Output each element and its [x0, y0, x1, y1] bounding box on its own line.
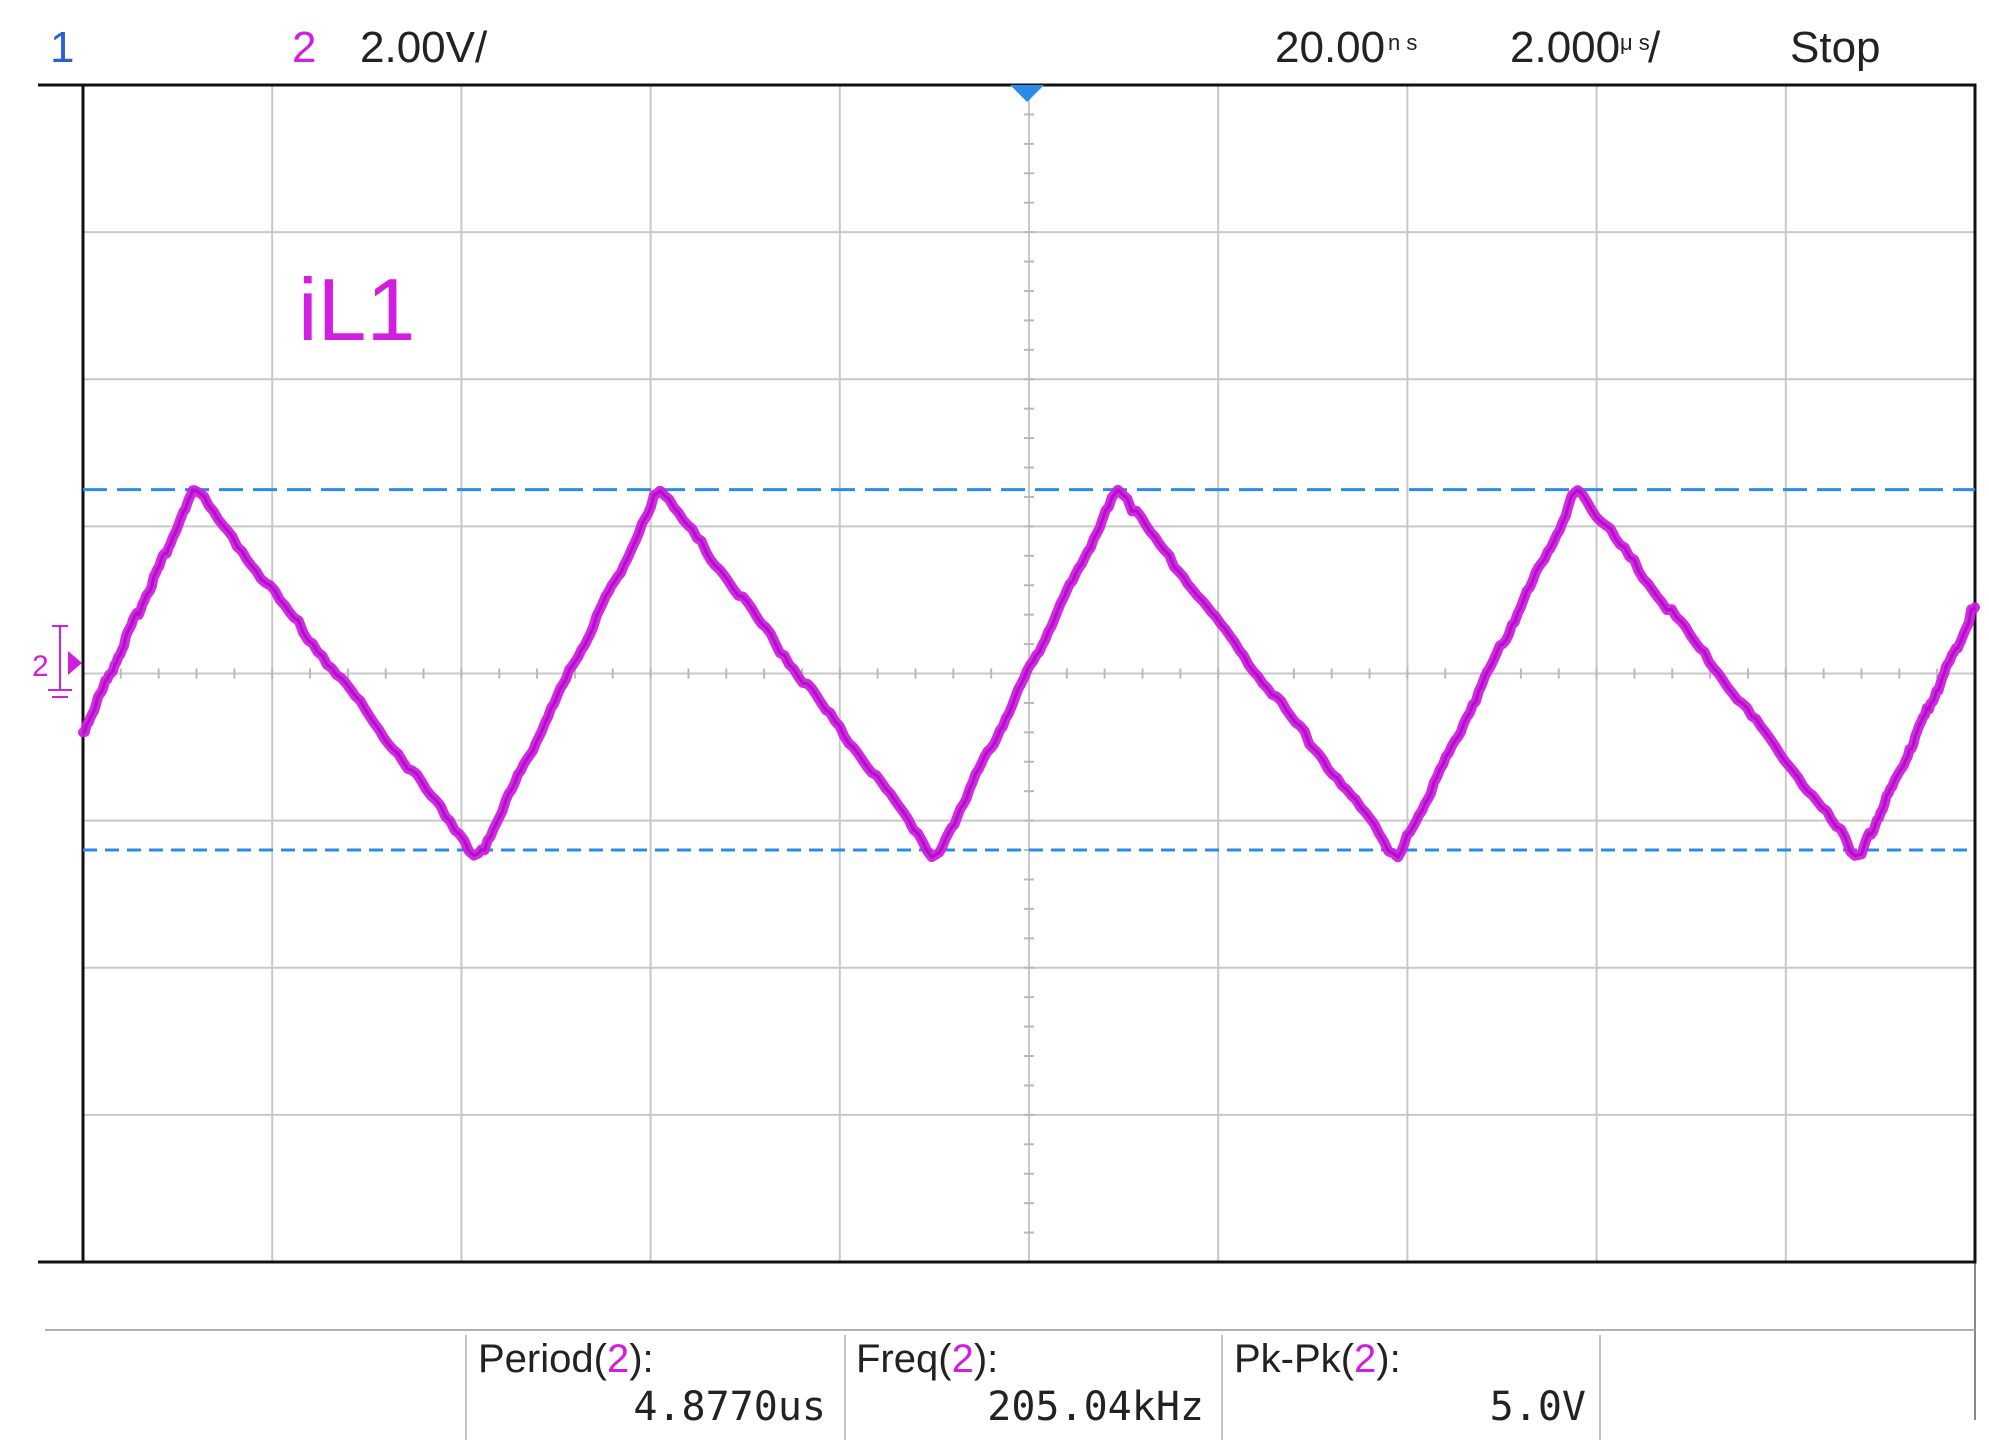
time-scale[interactable]: 2.000	[1510, 23, 1620, 72]
close-paren: ):	[974, 1337, 998, 1381]
measurement-name: Period	[478, 1337, 594, 1381]
time-scale-unit: μ s	[1620, 30, 1650, 55]
channel-2-scale[interactable]: 2.00V/	[360, 23, 488, 72]
measurement-source: 2	[1354, 1337, 1376, 1381]
trace-label: iL1	[298, 260, 415, 359]
measurement-period[interactable]: Period(2): 4.8770us	[478, 1337, 826, 1430]
svg-text:Period(2):: Period(2):	[478, 1337, 654, 1381]
channel-2-ground-marker[interactable]: 2	[32, 625, 82, 698]
measurement-panel: Period(2): 4.8770us Freq(2): 205.04kHz P…	[45, 1329, 1975, 1440]
measurement-source: 2	[607, 1337, 629, 1381]
ground-marker-number: 2	[32, 650, 49, 683]
channel-1-label[interactable]: 1	[50, 23, 74, 72]
measurement-name: Freq	[856, 1337, 938, 1381]
trigger-position-marker[interactable]	[1010, 85, 1045, 102]
time-offset[interactable]: 20.00	[1275, 23, 1385, 72]
svg-text:Pk-Pk(2):: Pk-Pk(2):	[1234, 1337, 1401, 1381]
run-state[interactable]: Stop	[1790, 23, 1881, 72]
channel-2-label[interactable]: 2	[292, 23, 316, 72]
measurement-value: 4.8770us	[633, 1384, 826, 1430]
time-scale-suffix: /	[1648, 23, 1661, 72]
close-paren: ):	[629, 1337, 653, 1381]
measurement-source: 2	[952, 1337, 974, 1381]
measurement-value: 5.0V	[1490, 1384, 1586, 1430]
channel-2-waveform-core	[82, 488, 1977, 859]
measurement-value: 205.04kHz	[987, 1384, 1204, 1430]
svg-text:Freq(2):: Freq(2):	[856, 1337, 998, 1381]
measurement-pk-pk[interactable]: Pk-Pk(2): 5.0V	[1234, 1337, 1586, 1430]
status-bar: 1 2 2.00V/ 20.00 n s 2.000 μ s / Stop	[50, 23, 1881, 72]
open-paren: (	[1341, 1337, 1355, 1381]
measurement-name: Pk-Pk	[1234, 1337, 1342, 1381]
horizontal-cursors[interactable]	[83, 488, 1975, 852]
measurement-freq[interactable]: Freq(2): 205.04kHz	[856, 1337, 1204, 1430]
close-paren: ):	[1376, 1337, 1400, 1381]
ground-arrow-icon	[68, 651, 82, 675]
time-offset-unit: n s	[1388, 30, 1417, 55]
open-paren: (	[594, 1337, 608, 1381]
open-paren: (	[938, 1337, 952, 1381]
